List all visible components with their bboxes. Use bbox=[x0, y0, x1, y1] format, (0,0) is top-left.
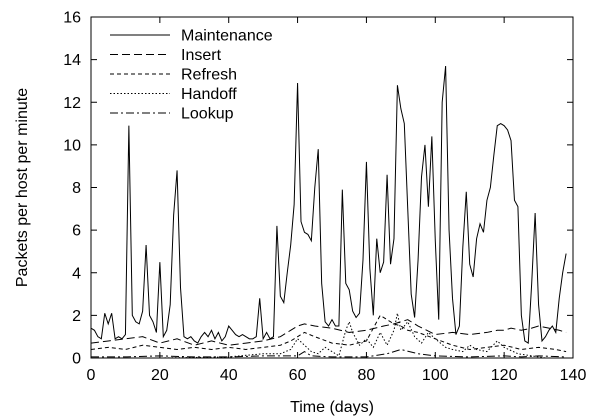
x-tick-label: 140 bbox=[560, 367, 587, 384]
series-line-maintenance bbox=[91, 65, 567, 344]
legend-label-refresh: Refresh bbox=[181, 67, 237, 84]
plot-frame bbox=[90, 16, 574, 359]
y-tick-label: 2 bbox=[72, 308, 81, 325]
x-tick-label: 60 bbox=[289, 367, 307, 384]
y-tick-label: 0 bbox=[72, 351, 81, 368]
y-tick-label: 10 bbox=[63, 137, 81, 154]
plot-area bbox=[90, 16, 574, 359]
y-axis-label: Packets per host per minute bbox=[14, 88, 31, 287]
series-line-lookup bbox=[91, 348, 567, 358]
x-tick-label: 120 bbox=[491, 367, 518, 384]
legend-label-insert: Insert bbox=[181, 47, 222, 64]
x-tick-label: 20 bbox=[151, 367, 169, 384]
y-tick-label: 12 bbox=[63, 95, 81, 112]
x-tick-label: 80 bbox=[358, 367, 376, 384]
legend-label-maintenance: Maintenance bbox=[181, 28, 273, 45]
x-tick-label: 40 bbox=[220, 367, 238, 384]
y-tick-label: 8 bbox=[72, 180, 81, 197]
y-tick-label: 4 bbox=[72, 265, 81, 282]
x-tick-label: 0 bbox=[87, 367, 96, 384]
legend: Maintenance Insert Refresh Handoff Lookup bbox=[110, 28, 273, 123]
y-tick-label: 16 bbox=[63, 10, 81, 27]
x-tick-label: 100 bbox=[422, 367, 449, 384]
series-line-insert bbox=[91, 319, 567, 346]
series-line-handoff bbox=[91, 313, 567, 358]
y-tick-label: 6 bbox=[72, 223, 81, 240]
y-tick-label: 14 bbox=[63, 52, 81, 69]
series-layer bbox=[91, 65, 567, 358]
x-axis-label: Time (days) bbox=[290, 399, 374, 416]
legend-label-handoff: Handoff bbox=[181, 86, 237, 103]
legend-label-lookup: Lookup bbox=[181, 106, 234, 123]
axis-ticks: 0 20 40 60 80 100 120 140 0 2 4 6 8 10 12 14 16 bbox=[63, 10, 586, 385]
